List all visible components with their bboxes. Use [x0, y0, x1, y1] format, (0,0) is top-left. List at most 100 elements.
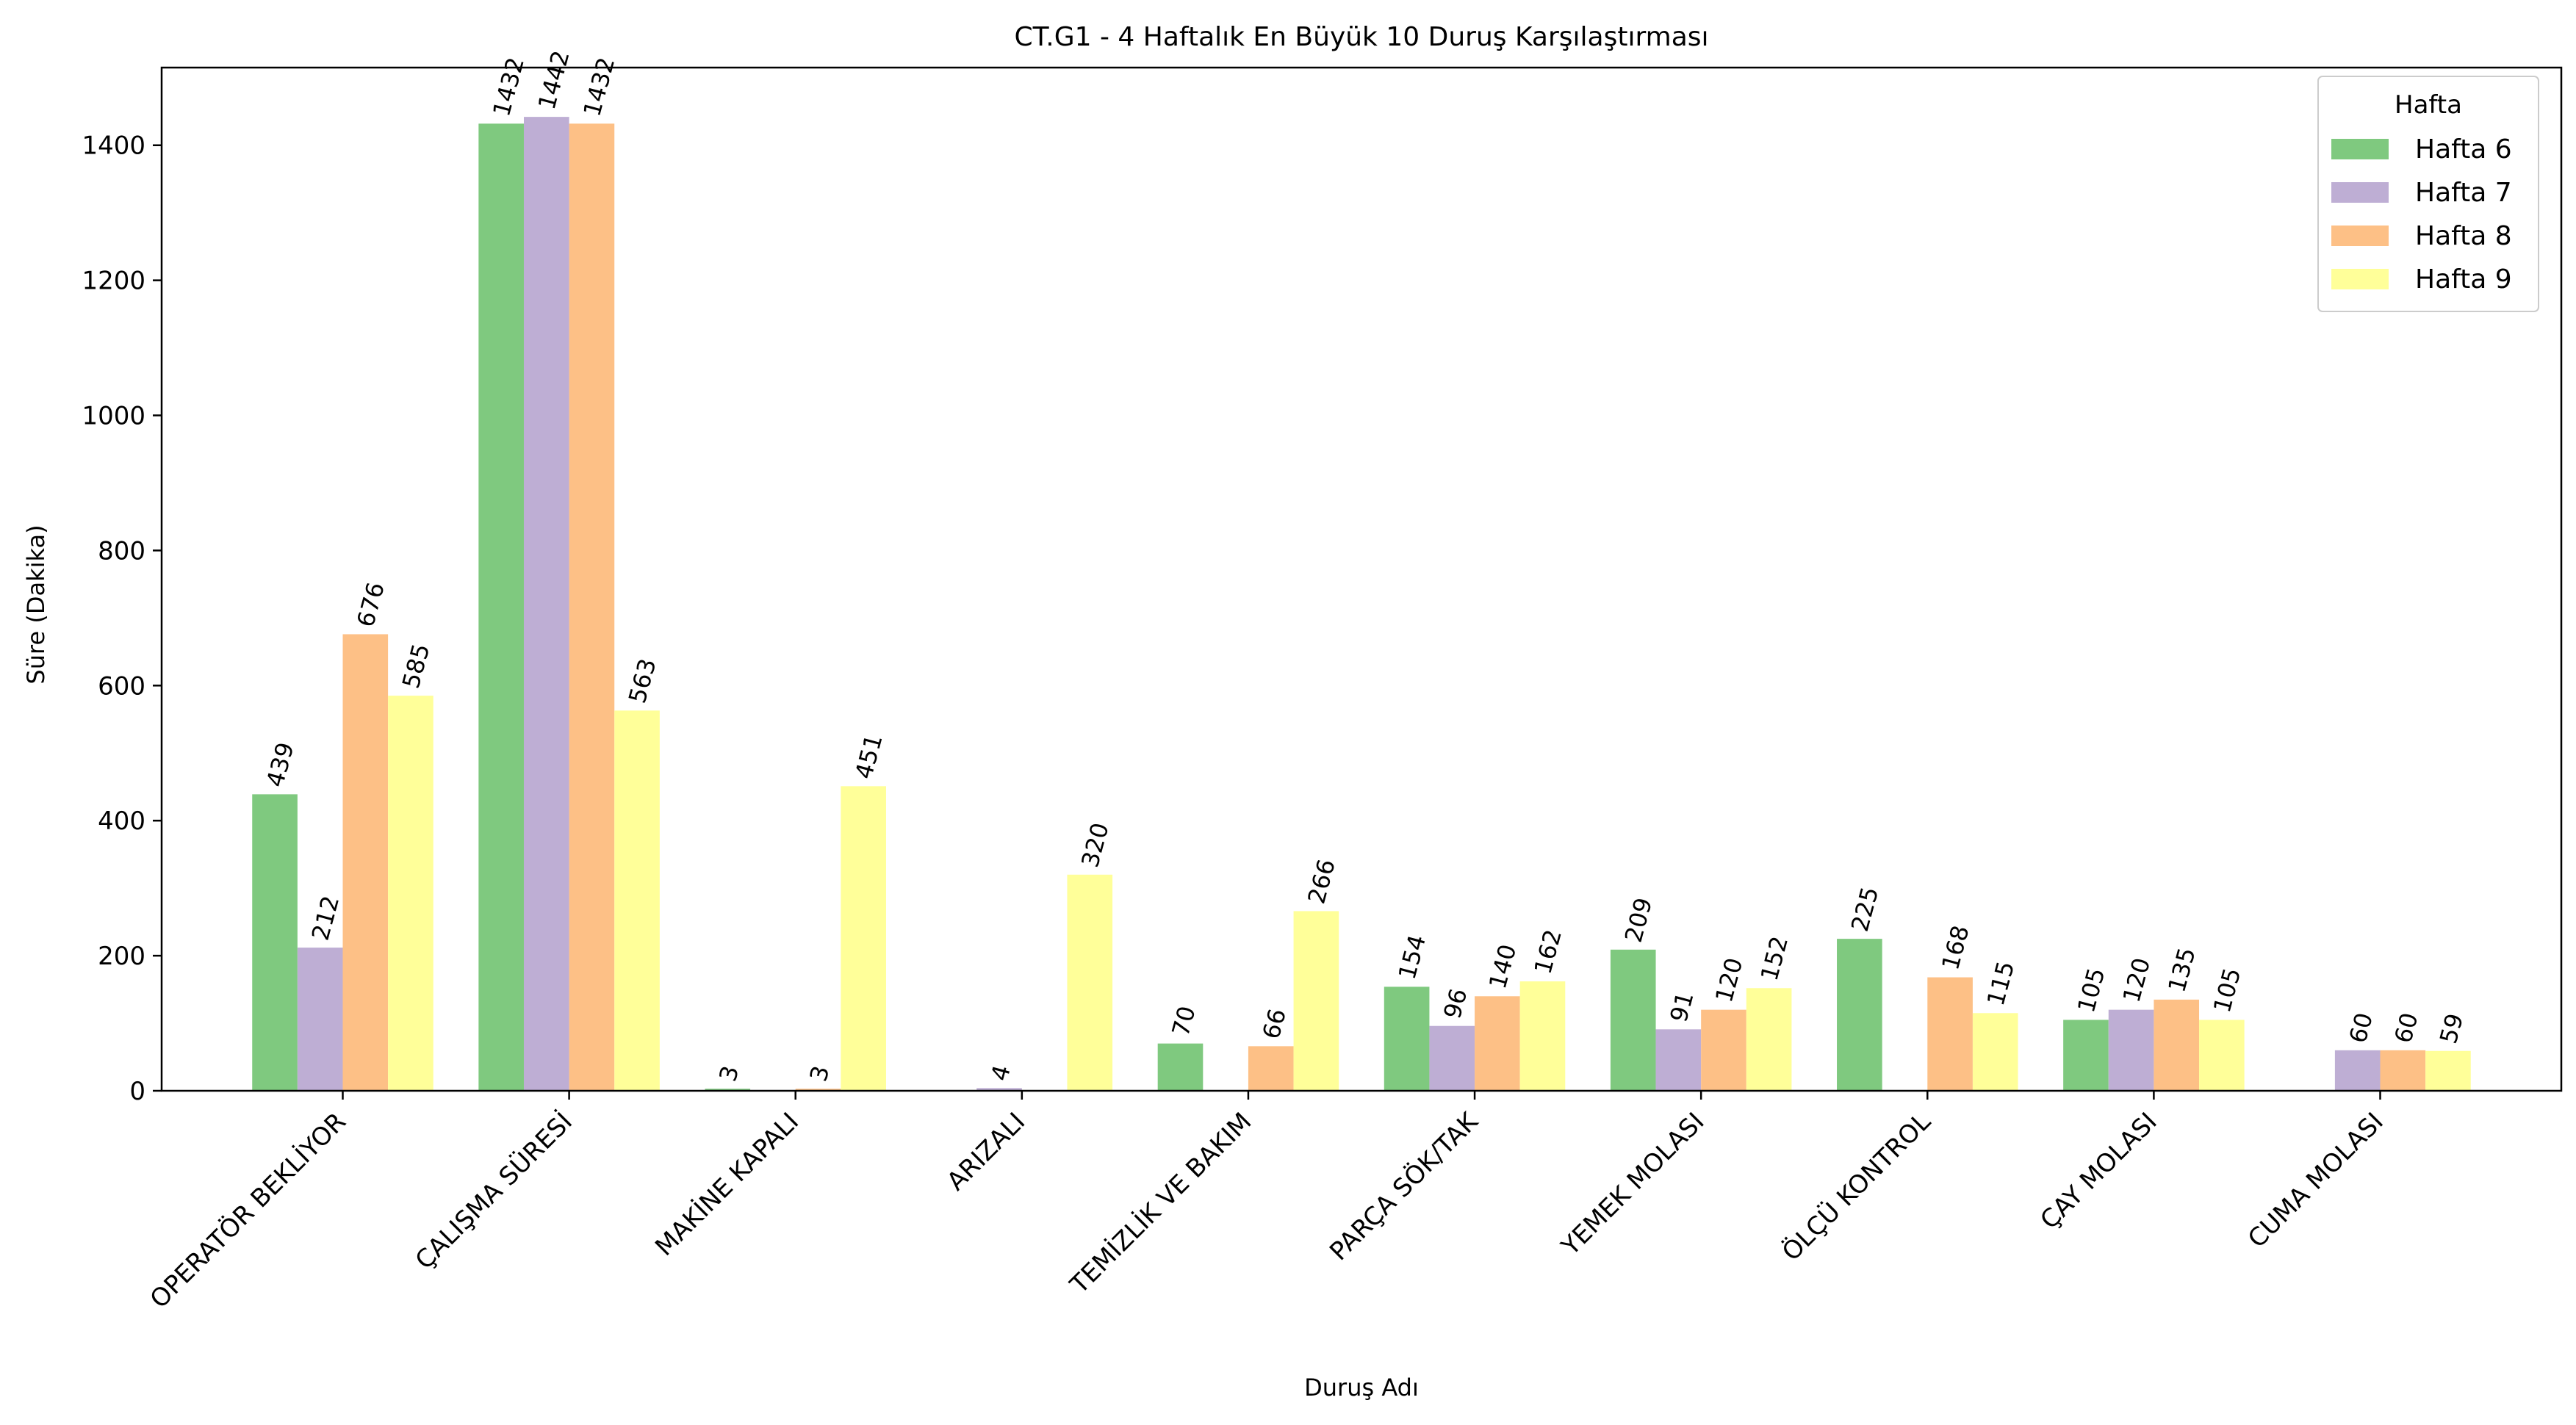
bars-layer [252, 117, 2471, 1092]
y-tick-label: 600 [98, 671, 145, 701]
bar [297, 948, 343, 1091]
bar-value-label: 1432 [487, 54, 530, 119]
x-tick-label: ÖLÇÜ KONTROL [1776, 1106, 1936, 1266]
bar [795, 1089, 841, 1091]
x-tick-label: ÇALIŞMA SÜRESİ [409, 1106, 578, 1275]
bar-value-label: 3 [713, 1063, 744, 1085]
legend-swatch [2331, 269, 2389, 289]
bar-value-label: 91 [1664, 989, 1699, 1025]
y-tick-label: 200 [98, 942, 145, 971]
bar [614, 710, 660, 1091]
legend-swatch [2331, 139, 2389, 159]
plot-frame [160, 66, 2563, 1092]
bar-value-label: 320 [1076, 820, 1115, 870]
bar-value-label: 59 [2434, 1011, 2469, 1047]
bar [1655, 1029, 1702, 1091]
bar [1927, 977, 1973, 1091]
axes-layer: 0 200 400 600 800 1000 1200 1400 OPERATÖR BEKLİY… [82, 66, 2563, 1314]
bar-value-label: 225 [1846, 884, 1885, 934]
legend: Hafta Hafta 6 Hafta 7 Hafta 8 Hafta 9 [2317, 76, 2539, 312]
y-axis-label: Süre (Dakika) [22, 524, 50, 684]
bar [1837, 939, 1882, 1091]
x-tick-label: OPERATÖR BEKLİYOR [144, 1106, 352, 1314]
bar-value-label: 115 [1982, 958, 2021, 1009]
bar-value-label: 4 [985, 1062, 1016, 1084]
legend-box [2317, 76, 2539, 312]
bar [2380, 1050, 2426, 1091]
bar [342, 634, 389, 1091]
bar [1610, 949, 1656, 1091]
bar [1248, 1046, 1294, 1091]
x-tick-label: PARÇA SÖK/TAK [1324, 1105, 1485, 1266]
bar [252, 794, 298, 1091]
bar-value-label: 70 [1167, 1003, 1201, 1039]
bar [569, 123, 615, 1092]
y-tick-label: 1000 [82, 402, 145, 431]
bar [1293, 911, 1339, 1091]
x-tick-label: TEMİZLİK VE BAKIM [1064, 1107, 1257, 1300]
legend-entry: Hafta 9 [2415, 264, 2512, 295]
legend-swatch [2331, 182, 2389, 203]
legend-entry: Hafta 8 [2415, 221, 2512, 251]
bar-value-label: 162 [1529, 926, 1568, 977]
bar [1746, 988, 1792, 1091]
bar-value-label: 60 [2344, 1010, 2378, 1046]
bar-value-label: 120 [2118, 955, 2156, 1006]
legend-swatch [2331, 226, 2389, 246]
legend-entry: Hafta 7 [2415, 178, 2512, 208]
bar [2063, 1020, 2109, 1091]
bar-value-label: 96 [1438, 986, 1472, 1022]
bar [1384, 986, 1430, 1091]
bar [1972, 1013, 2018, 1091]
y-tick-label: 1200 [82, 267, 145, 296]
x-tick-label: YEMEK MOLASI [1555, 1107, 1710, 1262]
bar-value-label: 135 [2162, 945, 2201, 995]
bar [705, 1089, 751, 1091]
bar-value-label: 105 [2208, 965, 2247, 1016]
bar [1475, 996, 1520, 1091]
bar-value-label: 1432 [578, 54, 620, 119]
bar [2334, 1050, 2381, 1091]
bar [1519, 981, 1566, 1091]
bar-value-label: 676 [351, 580, 390, 630]
bar-value-label: 140 [1483, 942, 1522, 992]
bar [1067, 874, 1113, 1091]
bar [2199, 1020, 2245, 1091]
bar [388, 696, 433, 1091]
x-tick-label: MAKİNE KAPALI [650, 1107, 805, 1262]
bar-value-label: 451 [849, 732, 888, 782]
bar [2108, 1009, 2154, 1091]
bar [2425, 1050, 2471, 1091]
bar [976, 1088, 1022, 1091]
bar [478, 123, 524, 1092]
x-axis-label: Duruş Adı [1304, 1374, 1419, 1401]
bar-value-label: 168 [1936, 923, 1975, 973]
bar [523, 117, 569, 1091]
bar-value-label: 3 [805, 1063, 835, 1085]
legend-title: Hafta [2395, 90, 2462, 120]
bar-value-label: 266 [1302, 856, 1341, 907]
bar-value-label: 1442 [533, 48, 575, 112]
y-tick-label: 800 [98, 536, 145, 566]
bar-value-label: 66 [1257, 1006, 1292, 1042]
bar-value-label: 105 [2072, 965, 2111, 1016]
bar [1157, 1043, 1204, 1091]
bar-value-label: 154 [1393, 932, 1432, 983]
y-tick-label: 0 [129, 1077, 145, 1106]
y-tick-label: 400 [98, 807, 145, 836]
bar-labels-layer: 439 1432 3 70 154 209 225 105 212 1442 4 96 91 120 60 6… [261, 48, 2469, 1085]
bar-value-label: 585 [397, 641, 436, 691]
chart-title: CT.G1 - 4 Haftalık En Büyük 10 Duruş Kar… [1014, 22, 1708, 52]
x-tick-label: ÇAY MOLASI [2034, 1107, 2162, 1235]
bar [2154, 999, 2200, 1091]
bar [1429, 1025, 1475, 1091]
x-tick-label: ARIZALI [941, 1107, 1031, 1197]
bar [1701, 1009, 1746, 1091]
y-tick-label: 1400 [82, 131, 145, 161]
bar-value-label: 60 [2389, 1010, 2423, 1046]
legend-entry: Hafta 6 [2415, 134, 2512, 165]
bar-value-label: 209 [1619, 895, 1658, 945]
x-tick-label: CUMA MOLASI [2242, 1107, 2389, 1254]
bar-value-label: 563 [623, 656, 662, 707]
